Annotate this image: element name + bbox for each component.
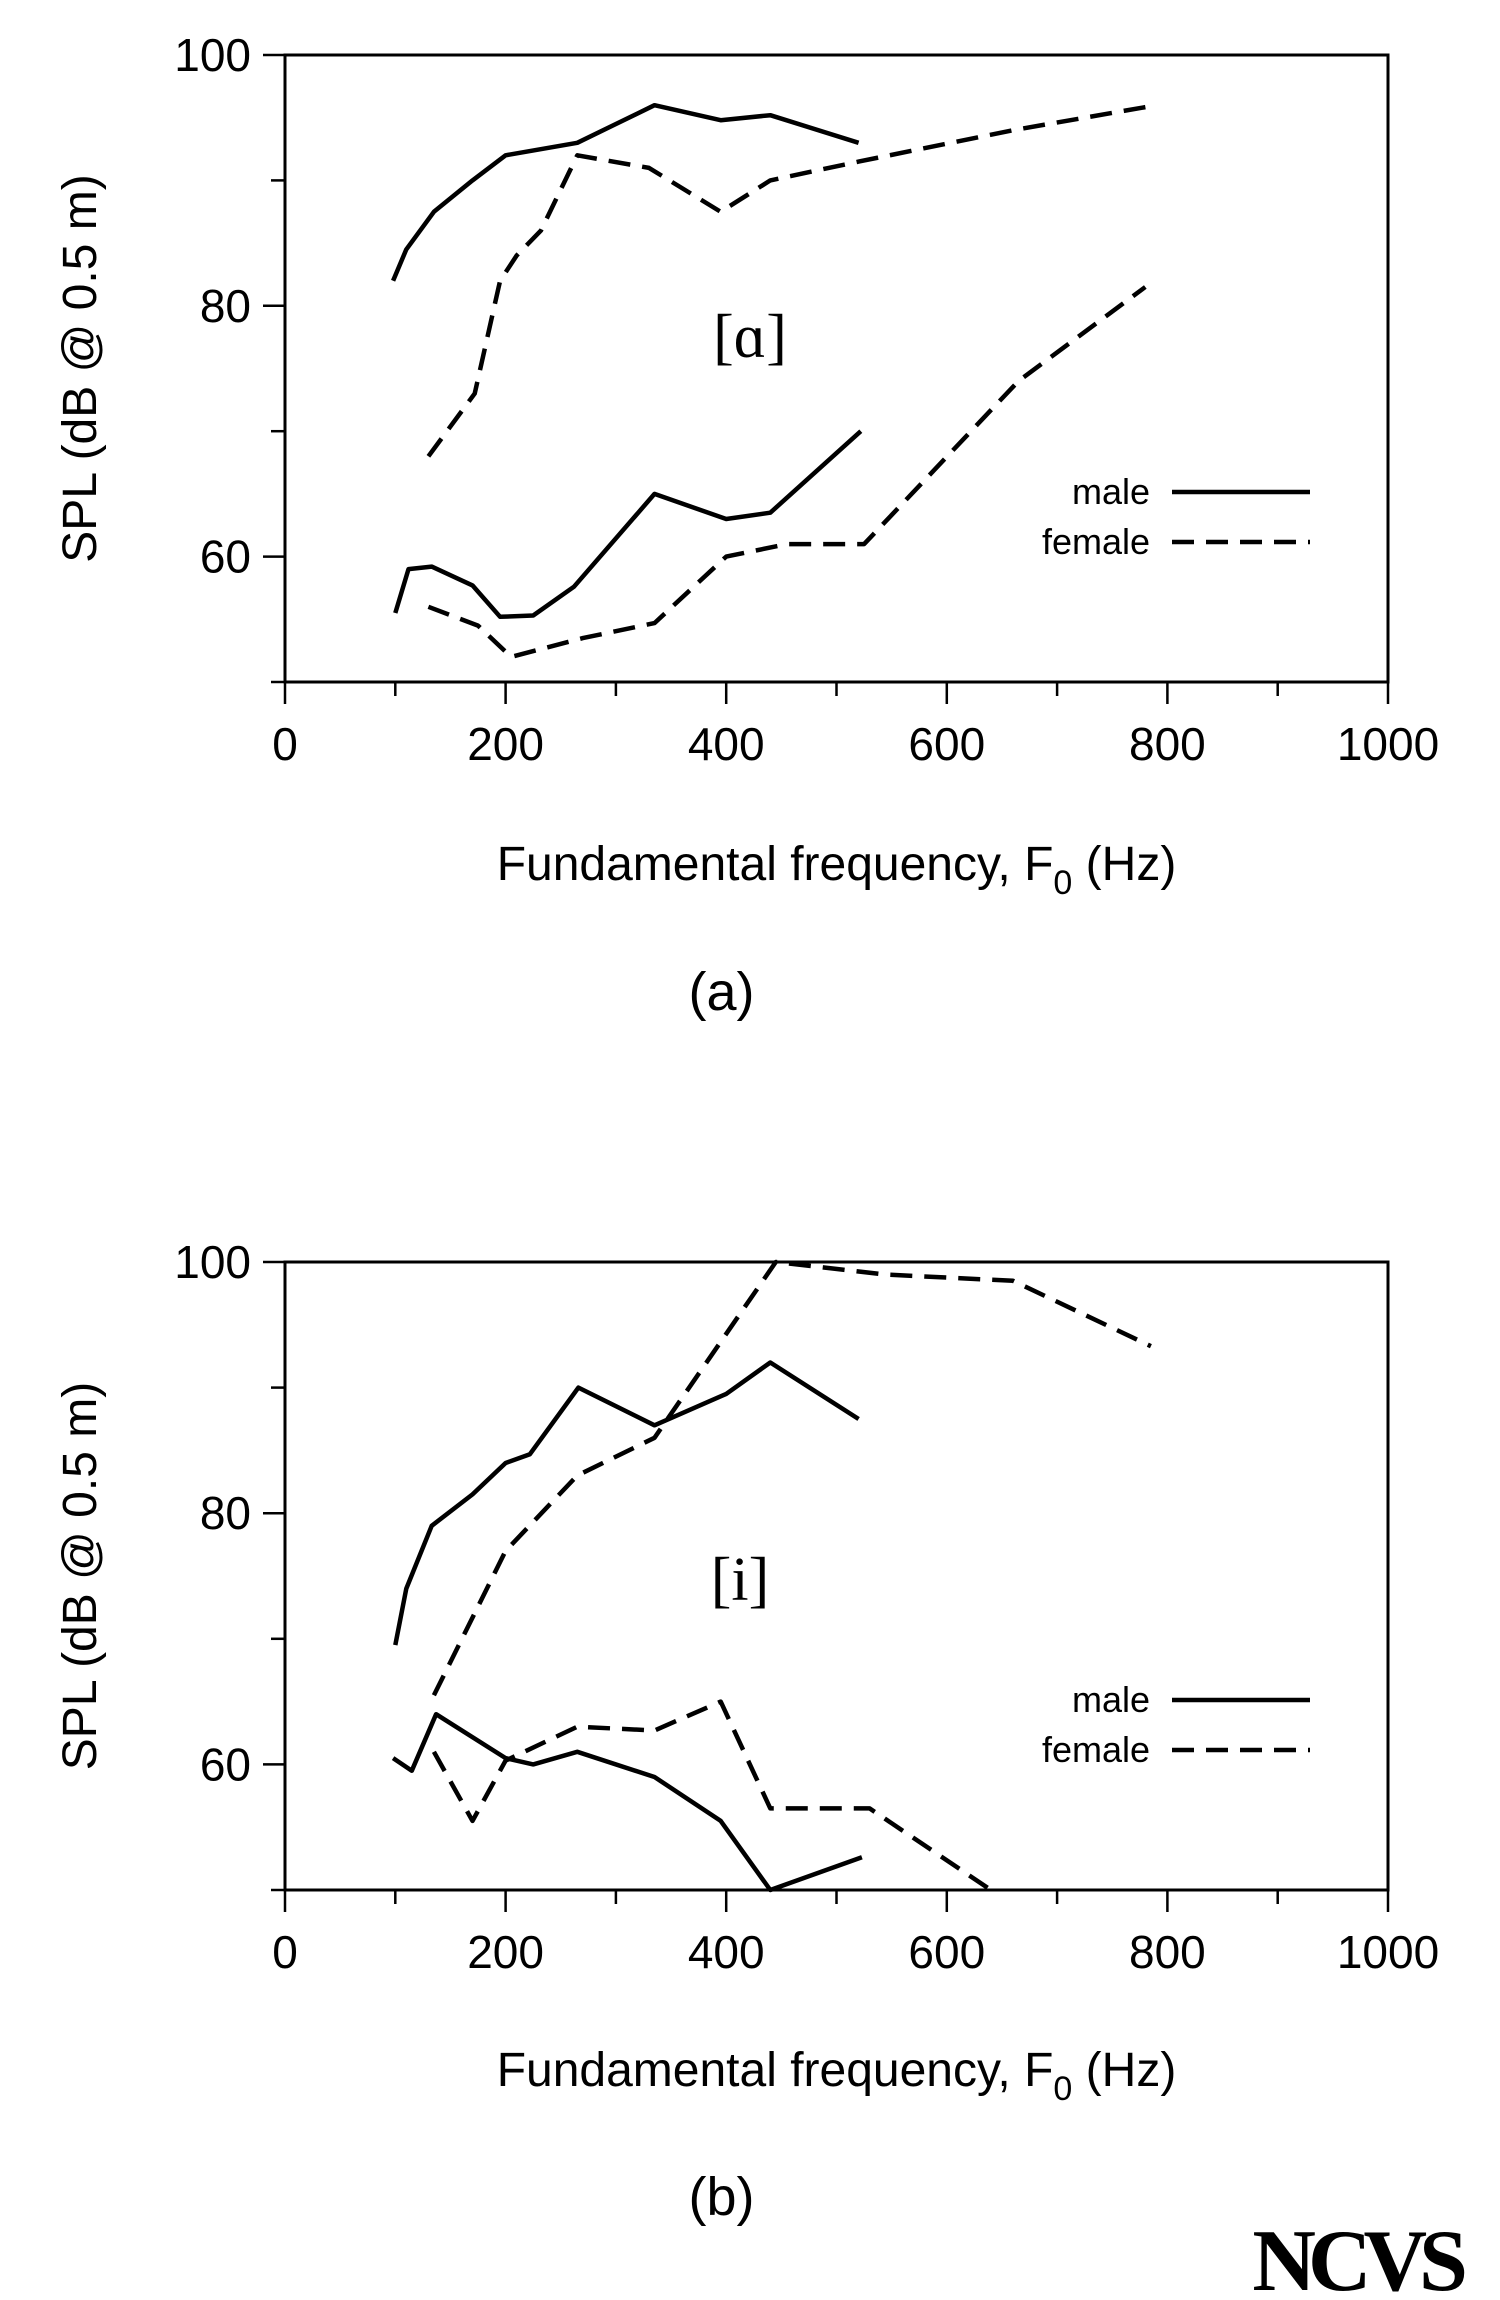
- series-female-line-3: [427, 285, 1147, 660]
- plot-frame: [283, 53, 1390, 684]
- x-tick-label: 600: [908, 1926, 985, 1978]
- x-tick-label: 400: [688, 718, 765, 770]
- x-tick-label: 200: [467, 1926, 544, 1978]
- x-tick-label: 600: [908, 718, 985, 770]
- series-female-line-2: [431, 1259, 1152, 1697]
- legend-label-female: female: [1042, 521, 1150, 562]
- x-tick-label: 800: [1129, 1926, 1206, 1978]
- x-tick-label: 0: [272, 718, 298, 770]
- y-tick-label: 60: [200, 531, 251, 583]
- y-tick-label: 100: [174, 1236, 251, 1288]
- legend-label-male: male: [1072, 1679, 1150, 1720]
- y-axis-title: SPL (dB @ 0.5 m): [54, 1382, 107, 1770]
- ncvs-logo: NCVS: [1252, 2213, 1465, 2300]
- legend-label-female: female: [1042, 1729, 1150, 1770]
- series-male-line-1: [393, 429, 863, 620]
- series-male-line-0: [393, 1360, 860, 1646]
- y-tick-label: 60: [200, 1738, 251, 1790]
- x-tick-label: 800: [1129, 718, 1206, 770]
- series-male-line-1: [391, 1711, 863, 1893]
- legend-label-male: male: [1072, 471, 1150, 512]
- x-tick-label: 1000: [1337, 1926, 1439, 1978]
- series-female-line-3: [431, 1699, 993, 1892]
- panel-label: (a): [689, 962, 755, 1022]
- y-tick-label: 80: [200, 1487, 251, 1539]
- x-axis-title: Fundamental frequency, F0 (Hz): [497, 838, 1177, 902]
- x-tick-label: 0: [272, 1926, 298, 1978]
- y-tick-label: 80: [200, 280, 251, 332]
- chart-panel-b: 0 200 400 600 800 1000 60 80 100 Fundamental freq…: [54, 1236, 1439, 2227]
- x-tick-label: 1000: [1337, 718, 1439, 770]
- y-axis-title: SPL (dB @ 0.5 m): [54, 174, 107, 562]
- plot-frame: [283, 1260, 1390, 1892]
- series-female-line-2: [426, 102, 1157, 458]
- series-male-line-0: [391, 102, 860, 282]
- chart-panel-a: 0 200 400 600 800 1000 60 80 100 Fundamental freq…: [54, 29, 1439, 1022]
- x-axis-title: Fundamental frequency, F0 (Hz): [497, 2044, 1177, 2108]
- panel-label: (b): [689, 2167, 755, 2227]
- vowel-annotation: [ɑ]: [713, 303, 787, 371]
- x-tick-label: 200: [467, 718, 544, 770]
- x-tick-label: 400: [688, 1926, 765, 1978]
- vowel-annotation: [i]: [711, 1546, 770, 1614]
- y-tick-label: 100: [174, 29, 251, 81]
